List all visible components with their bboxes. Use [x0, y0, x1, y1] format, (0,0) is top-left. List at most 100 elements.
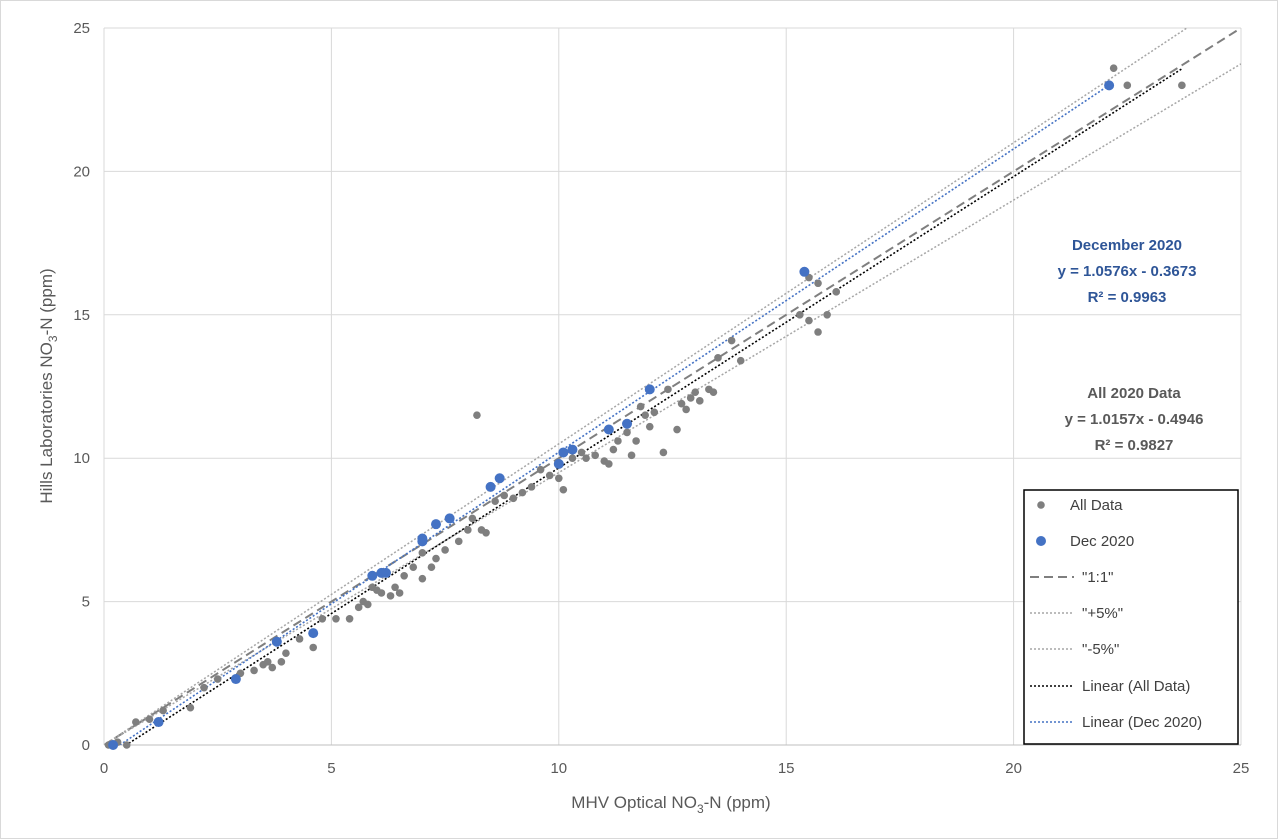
tick-labels: 0 5 10 15 20 25 0 5 10 15 20 25: [73, 20, 1249, 777]
annotation-december-2020: December 2020 y = 1.0576x - 0.3673 R² = …: [1058, 237, 1197, 306]
all-data-point: [659, 448, 668, 457]
dec-2020-point: [367, 570, 378, 581]
all-data-point: [122, 741, 131, 749]
all-data-point: [491, 497, 499, 506]
legend: All Data Dec 2020 "1:1" "+5%" "-5%" Linear (A…: [1023, 489, 1239, 745]
legend-label: "+5%": [1082, 605, 1123, 622]
legend-label: "-5%": [1082, 641, 1119, 658]
all-data-point: [591, 451, 599, 460]
all-data-point: [673, 425, 681, 434]
dec-2020-point: [230, 674, 241, 685]
x-tick-label: 5: [327, 760, 335, 777]
legend-label: Linear (All Data): [1082, 678, 1190, 695]
all-data-point: [468, 514, 477, 523]
dec-2020-point: [380, 567, 391, 578]
all-data-point: [418, 549, 427, 557]
x-tick-label: 10: [550, 760, 567, 777]
all-data-point: [200, 683, 208, 692]
dec-2020-point: [431, 519, 442, 530]
x-tick-label: 25: [1233, 760, 1250, 777]
y-axis-title-main: Hills Laboratories NO: [37, 342, 56, 504]
all-data-point: [1178, 81, 1186, 90]
all-data-point: [796, 311, 804, 319]
dec-2020-point: [417, 533, 428, 544]
all-data-point: [805, 316, 813, 325]
all-data-point: [409, 563, 418, 571]
dec-2020-point: [444, 513, 455, 524]
all-data-point: [354, 603, 363, 612]
all-data-point: [318, 615, 327, 623]
legend-box: [1023, 489, 1239, 745]
all-data-point: [691, 388, 700, 397]
annotation-all-title: All 2020 Data: [1087, 385, 1181, 402]
all-data-point: [159, 706, 167, 715]
series-line--5-: [104, 28, 1189, 745]
dec-2020-point: [494, 473, 505, 484]
legend-label: Linear (Dec 2020): [1082, 714, 1202, 731]
all-data-point: [432, 554, 440, 563]
data-points: [104, 64, 1186, 750]
dec-2020-point: [799, 266, 810, 277]
all-data-point: [482, 528, 490, 537]
all-data-point: [536, 465, 545, 474]
legend-marker-all-data: [1037, 501, 1045, 509]
annotation-december-r2: R² = 0.9963: [1088, 289, 1167, 306]
all-data-point: [418, 574, 427, 583]
all-data-point: [695, 397, 704, 405]
y-tick-label: 15: [73, 307, 90, 324]
annotation-all-equation: y = 1.0157x - 0.4946: [1065, 411, 1204, 428]
series-line--1-1-: [104, 28, 1241, 745]
all-data-point: [645, 422, 654, 431]
all-data-point: [609, 445, 618, 454]
dec-2020-point: [271, 636, 282, 647]
legend-items: All Data Dec 2020 "1:1" "+5%" "-5%" Linear (A…: [1030, 497, 1202, 731]
legend-label: "1:1": [1082, 569, 1114, 586]
dec-2020-point: [622, 418, 633, 429]
all-data-point: [568, 454, 577, 463]
all-data-point: [277, 658, 286, 666]
all-data-point: [268, 663, 277, 672]
all-data-point: [727, 336, 736, 345]
all-data-point: [1109, 64, 1118, 72]
y-tick-label: 0: [82, 737, 90, 754]
legend-label: All Data: [1070, 497, 1123, 514]
dec-2020-point: [1104, 80, 1115, 91]
all-data-point: [518, 488, 527, 497]
all-data-point: [391, 583, 399, 592]
annotation-all-r2: R² = 0.9827: [1095, 437, 1174, 454]
all-data-point: [282, 649, 290, 658]
legend-label: Dec 2020: [1070, 533, 1134, 550]
annotation-december-equation: y = 1.0576x - 0.3673: [1058, 263, 1197, 280]
dec-2020-point: [153, 717, 164, 728]
dec-2020-point: [567, 444, 578, 455]
x-tick-label: 0: [100, 760, 108, 777]
y-axis-title-tail: -N (ppm): [37, 268, 56, 335]
x-axis-title: MHV Optical NO3-N (ppm): [571, 793, 770, 816]
dec-2020-point: [603, 424, 614, 435]
x-tick-label: 20: [1005, 760, 1022, 777]
all-data-point: [263, 658, 272, 666]
all-data-point: [213, 675, 222, 683]
all-data-point: [295, 635, 304, 643]
dec-2020-point: [308, 628, 319, 639]
all-data-point: [555, 474, 563, 483]
all-data-point: [641, 411, 650, 419]
legend-marker-dec-2020: [1036, 536, 1046, 546]
all-data-point: [363, 600, 372, 609]
all-data-point: [545, 471, 554, 480]
all-data-point: [509, 494, 518, 503]
gridlines: [103, 27, 1242, 746]
all-data-point: [582, 454, 590, 463]
y-tick-label: 20: [73, 163, 90, 180]
all-data-point: [132, 718, 140, 726]
all-data-point: [332, 615, 340, 623]
all-data-point: [714, 354, 722, 362]
all-data-point: [636, 402, 645, 411]
all-data-point: [345, 615, 354, 623]
all-data-point: [623, 428, 631, 437]
y-axis-title-subscript: 3: [46, 335, 60, 342]
all-data-point: [377, 589, 386, 597]
all-data-point: [500, 491, 509, 500]
all-data-point: [400, 571, 408, 580]
